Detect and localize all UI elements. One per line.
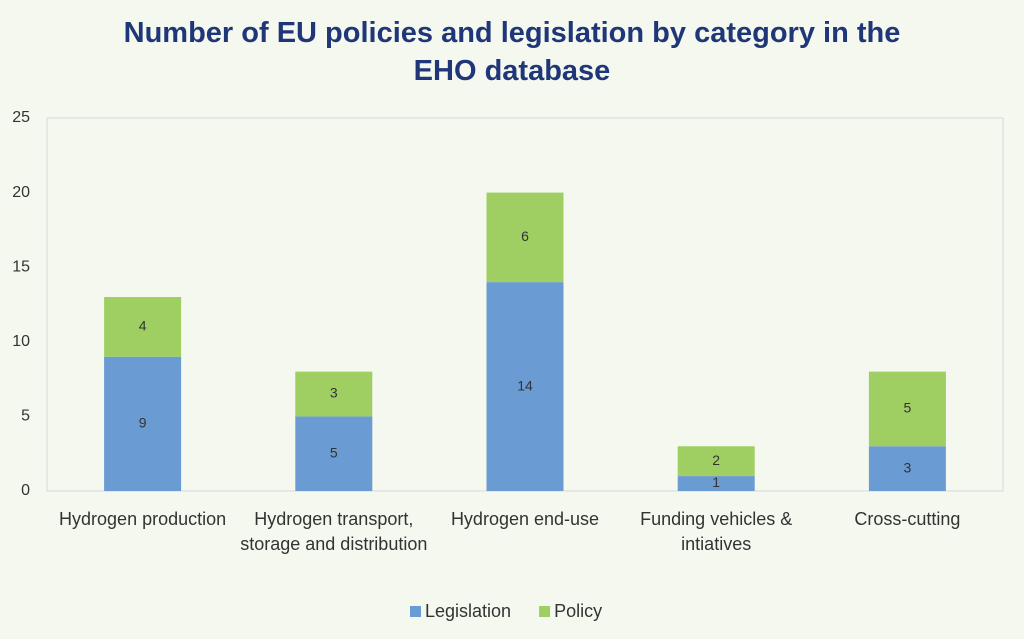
legend-label: Policy xyxy=(554,601,602,621)
x-tick-label: Hydrogen end-use xyxy=(450,509,600,529)
value-label: 4 xyxy=(139,318,147,334)
legend-swatch xyxy=(539,606,551,617)
y-tick-label: 5 xyxy=(21,408,30,425)
bar xyxy=(868,446,946,491)
value-label: 14 xyxy=(517,377,533,393)
bar xyxy=(104,297,182,357)
x-tick-label: Cross-cutting xyxy=(854,509,961,529)
bar xyxy=(486,192,564,283)
bar xyxy=(295,371,373,417)
value-label: 9 xyxy=(139,415,147,431)
value-label: 6 xyxy=(521,228,529,244)
x-tick-label: Funding vehicles & intiatives xyxy=(640,509,793,554)
bar xyxy=(295,416,373,491)
x-tick-label: Hydrogen production xyxy=(59,509,227,529)
y-tick-label: 10 xyxy=(12,333,30,350)
y-tick-label: 15 xyxy=(12,258,30,275)
bar xyxy=(677,476,755,491)
value-label: 1 xyxy=(712,474,720,490)
bar xyxy=(677,446,755,477)
y-tick-label: 20 xyxy=(12,184,30,201)
bar xyxy=(486,282,564,491)
chart-title: Number of EU policies and legislation by… xyxy=(123,17,901,87)
y-tick-label: 25 xyxy=(12,109,30,126)
legend-swatch xyxy=(410,606,421,617)
value-label: 2 xyxy=(712,452,720,468)
y-tick-label: 0 xyxy=(21,482,30,499)
x-tick-label: Hydrogen transport, storage and distribu… xyxy=(240,509,428,554)
value-label: 5 xyxy=(904,400,912,416)
bar xyxy=(104,356,182,491)
legend-label: Legislation xyxy=(425,601,511,621)
value-label: 3 xyxy=(904,459,912,475)
value-label: 3 xyxy=(330,385,338,401)
value-label: 5 xyxy=(330,444,338,460)
bar xyxy=(868,371,946,447)
